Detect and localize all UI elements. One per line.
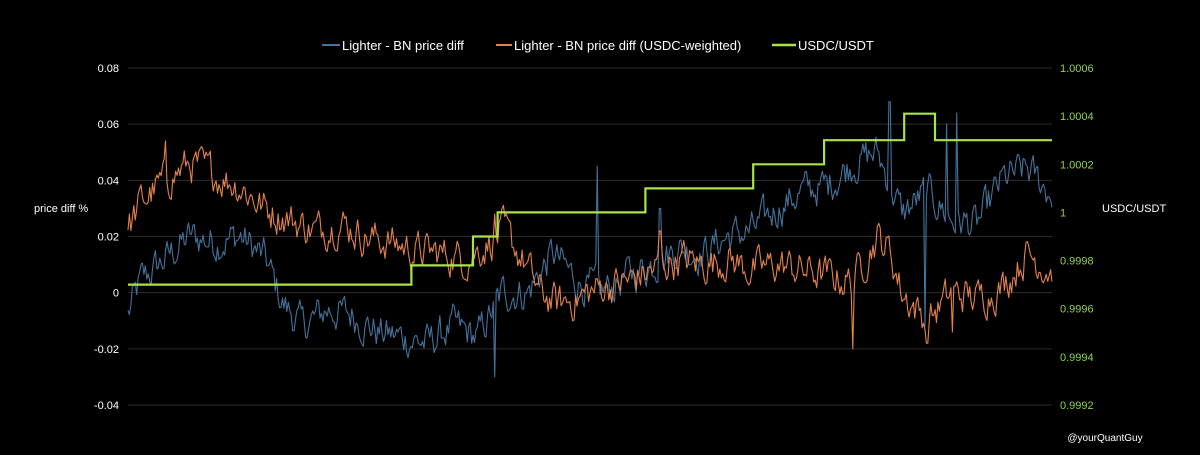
y-tick-label-right: 1 [1060, 207, 1066, 219]
y-tick-label-right: 1.0002 [1060, 159, 1094, 171]
series-line-lighter-bn-usdc [127, 140, 1053, 350]
y-tick-label-right: 0.9998 [1060, 256, 1094, 268]
y-axis-title-right: USDC/USDT [1102, 203, 1166, 215]
legend-label-lighter-bn: Lighter - BN price diff [342, 38, 464, 53]
legend-label-lighter-bn-usdc: Lighter - BN price diff (USDC-weighted) [514, 38, 741, 53]
y-tick-label-right: 0.9994 [1060, 352, 1094, 364]
series-line-usdc-usdt [128, 112, 1052, 286]
y-tick-label-left: 0.08 [98, 63, 119, 75]
y-tick-label-left: -0.02 [94, 344, 119, 356]
watermark: @yourQuantGuy [1067, 433, 1142, 444]
y-tick-label-left: 0.04 [98, 175, 119, 187]
gridlines [128, 67, 1052, 406]
y-tick-label-right: 1.0006 [1060, 63, 1094, 75]
y-tick-label-right: 1.0004 [1060, 111, 1094, 123]
y-tick-label-left: 0.02 [98, 232, 119, 244]
y-axis-right: 1.0006 1.0004 1.0002 1 0.9998 0.9996 0.9994 0.9… [1060, 63, 1094, 412]
y-tick-label-left: -0.04 [94, 400, 119, 412]
legend: Lighter - BN price diff Lighter - BN pri… [322, 38, 874, 53]
y-tick-label-right: 0.9996 [1060, 304, 1094, 316]
y-axis-left: 0.08 0.06 0.04 0.02 0 -0.02 -0.04 [94, 63, 119, 412]
y-tick-label-right: 0.9992 [1060, 400, 1094, 412]
series-line-lighter-bn [127, 101, 1053, 378]
y-tick-label-left: 0 [113, 288, 119, 300]
y-axis-title-left: price diff % [34, 203, 88, 215]
y-tick-label-left: 0.06 [98, 119, 119, 131]
legend-label-usdc-usdt: USDC/USDT [798, 38, 874, 53]
